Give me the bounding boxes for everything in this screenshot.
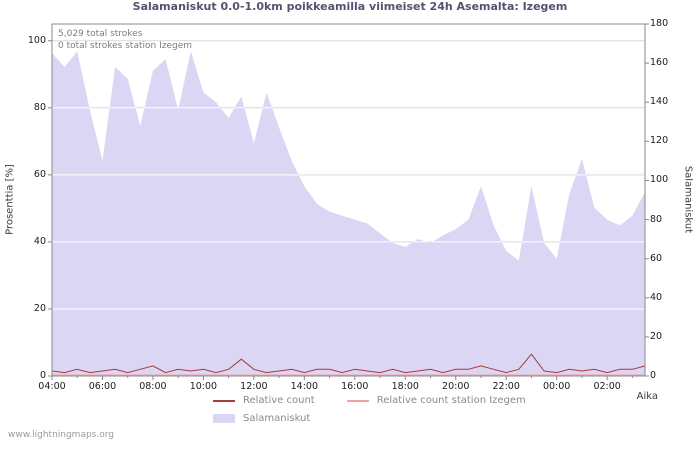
x-axis-title: Aika xyxy=(636,391,658,402)
tick-label: 140 xyxy=(650,96,669,108)
y-axis-left-title: Prosenttia [%] xyxy=(4,164,16,235)
chart-title: Salamaniskut 0.0-1.0km poikkeamilla viim… xyxy=(132,0,568,13)
tick-label: 80 xyxy=(33,101,46,113)
legend-row-lines: Relative count Relative count station Iz… xyxy=(213,395,558,406)
relative-count-station-line-swatch xyxy=(346,399,369,402)
tick-label: 16:00 xyxy=(341,381,369,392)
salamaniskut-area-swatch xyxy=(213,414,235,423)
tick-label: 60 xyxy=(33,168,46,180)
legend-label-salamaniskut: Salamaniskut xyxy=(243,413,311,424)
tick-label: 06:00 xyxy=(88,381,117,392)
tick-label: 40 xyxy=(650,291,663,303)
tick-label: 0 xyxy=(39,370,46,381)
chart-legend: Relative count Relative count station Iz… xyxy=(213,395,558,431)
tick-label: 100 xyxy=(27,34,46,46)
tick-label: 100 xyxy=(650,174,669,186)
legend-label-relative-count: Relative count xyxy=(243,395,315,406)
tick-label: 12:00 xyxy=(240,381,268,392)
watermark-lightningmaps: www.lightningmaps.org xyxy=(8,430,114,440)
tick-label: 00:00 xyxy=(542,381,571,392)
tick-label: 04:00 xyxy=(38,381,66,392)
legend-item-salamaniskut: Salamaniskut xyxy=(213,413,310,424)
tick-label: 0 xyxy=(650,370,657,381)
tick-label: 14:00 xyxy=(290,381,319,392)
tick-label: 160 xyxy=(650,57,669,69)
station-total-strokes-annotation: 0 total strokes station Izegem xyxy=(58,41,192,51)
legend-item-relative-count: Relative count xyxy=(213,395,315,406)
tick-label: 10:00 xyxy=(189,381,218,392)
legend-item-relative-count-station: Relative count station Izegem xyxy=(346,395,526,406)
tick-label: 60 xyxy=(650,252,663,264)
tick-label: 120 xyxy=(650,135,669,147)
tick-label: 18:00 xyxy=(391,381,419,392)
total-strokes-annotation: 5,029 total strokes xyxy=(58,29,143,39)
tick-label: 180 xyxy=(650,18,669,29)
tick-label: 02:00 xyxy=(593,381,621,392)
tick-label: 80 xyxy=(650,213,663,225)
tick-label: 22:00 xyxy=(492,381,520,392)
y-axis-right-title: Salamaniskut xyxy=(682,165,694,234)
relative-count-line-swatch xyxy=(213,399,235,402)
legend-label-relative-count-station: Relative count station Izegem xyxy=(376,395,526,406)
tick-label: 40 xyxy=(33,235,46,247)
tick-label: 20 xyxy=(33,302,46,314)
tick-label: 08:00 xyxy=(139,381,167,392)
tick-label: 20:00 xyxy=(442,381,470,392)
legend-row-area: Salamaniskut xyxy=(213,413,558,424)
tick-label: 20 xyxy=(650,330,663,342)
